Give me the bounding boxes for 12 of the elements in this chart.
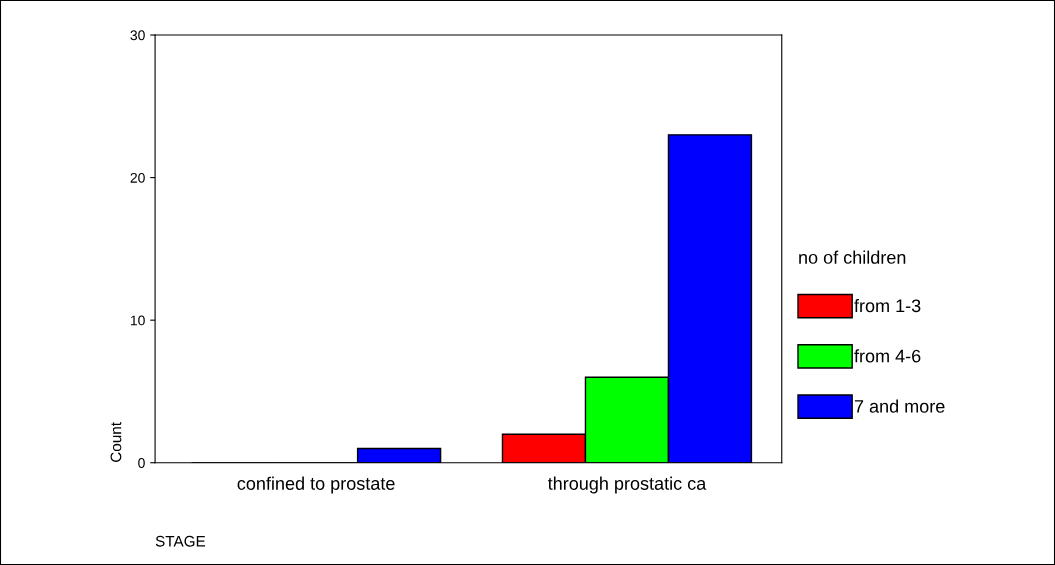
y-tick-label: 30 [130, 30, 145, 41]
x-tick-label: confined to prostate [237, 476, 395, 494]
y-axis-title: Count [110, 422, 122, 462]
legend-label: from 4-6 [854, 349, 921, 363]
x-axis-title: STAGE [155, 535, 206, 547]
y-tick-label: 10 [130, 315, 145, 326]
legend-title: no of children [799, 250, 906, 264]
y-tick-label: 20 [130, 172, 145, 183]
legend-label: 7 and more [854, 399, 945, 413]
legend-label: from 1-3 [854, 298, 921, 313]
y-tick-label: 0 [138, 458, 145, 468]
x-tick-label: through prostatic ca [547, 476, 707, 494]
